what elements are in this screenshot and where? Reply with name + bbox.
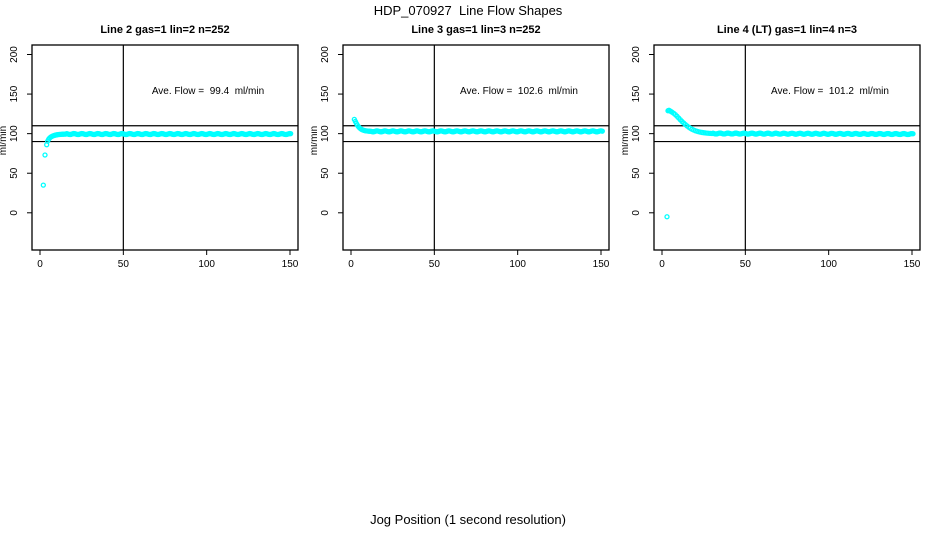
x-tick-label: 50 (740, 259, 752, 270)
y-tick-label: 100 (320, 125, 331, 142)
y-tick-label: 200 (9, 46, 20, 63)
y-tick-label: 200 (631, 46, 642, 63)
x-tick-label: 0 (659, 259, 665, 270)
y-tick-label: 0 (320, 210, 331, 216)
panel-line-2: 0 50 100 150 0 50 100 150 200 ml/min Line 2 gas=1… (0, 18, 306, 273)
x-tick-label: 100 (820, 259, 837, 270)
plot-box (31, 44, 299, 251)
y-tick-label: 0 (631, 210, 642, 216)
y-tick-label: 150 (320, 85, 331, 102)
panel-title-line-4: Line 4 (LT) gas=1 lin=4 n=3 (716, 24, 858, 36)
y-tick-label: 0 (9, 210, 20, 216)
x-tick-label: 0 (37, 259, 43, 270)
plot-box (653, 44, 921, 251)
panel-line-3: 0 50 100 150 0 50 100 150 200 ml/min Line 3 gas=1… (311, 18, 617, 273)
data-point (42, 152, 48, 158)
x-tick-label: 150 (282, 259, 299, 270)
plot-box (342, 44, 610, 251)
figure-title: HDP_070927 Line Flow Shapes (373, 3, 563, 18)
panel-title-line-3: Line 3 gas=1 lin=3 n=252 (411, 24, 541, 36)
y-tick-label: 50 (631, 167, 642, 179)
data-point (40, 182, 46, 188)
plot-area-line-3: 0 50 100 150 0 50 100 150 200 ml/min (311, 44, 610, 270)
data-point (910, 131, 916, 137)
plot-area-line-2: 0 50 100 150 0 50 100 150 200 ml/min (0, 44, 299, 270)
y-tick-label: 100 (631, 125, 642, 142)
ave-flow-annotation-line-4: Ave. Flow = 101.2 ml/min (771, 86, 889, 97)
x-tick-label: 50 (429, 259, 441, 270)
x-tick-label: 150 (593, 259, 610, 270)
x-tick-label: 0 (348, 259, 354, 270)
y-tick-label: 50 (9, 167, 20, 179)
x-tick-label: 50 (118, 259, 130, 270)
y-tick-label: 100 (9, 125, 20, 142)
ave-flow-annotation-line-2: Ave. Flow = 99.4 ml/min (151, 86, 265, 97)
x-tick-label: 100 (198, 259, 215, 270)
y-tick-label: 200 (320, 46, 331, 63)
ave-flow-annotation-line-3: Ave. Flow = 102.6 ml/min (460, 86, 578, 97)
data-point (599, 128, 605, 134)
panel-line-4: 0 50 100 150 0 50 100 150 200 ml/min Line 4 (LT) … (622, 18, 928, 273)
y-axis-label: ml/min (0, 126, 9, 155)
y-axis-label: ml/min (622, 126, 631, 155)
y-tick-label: 150 (631, 85, 642, 102)
x-tick-label: 100 (509, 259, 526, 270)
data-point (664, 214, 670, 220)
y-tick-label: 50 (320, 167, 331, 179)
y-tick-label: 150 (9, 85, 20, 102)
data-point (288, 131, 294, 137)
panel-title-line-2: Line 2 gas=1 lin=2 n=252 (100, 24, 230, 36)
y-axis-label: ml/min (311, 126, 320, 155)
x-axis-label: Jog Position (1 second resolution) (370, 512, 566, 527)
x-tick-label: 150 (904, 259, 921, 270)
plot-area-line-4: 0 50 100 150 0 50 100 150 200 ml/min (622, 44, 921, 270)
